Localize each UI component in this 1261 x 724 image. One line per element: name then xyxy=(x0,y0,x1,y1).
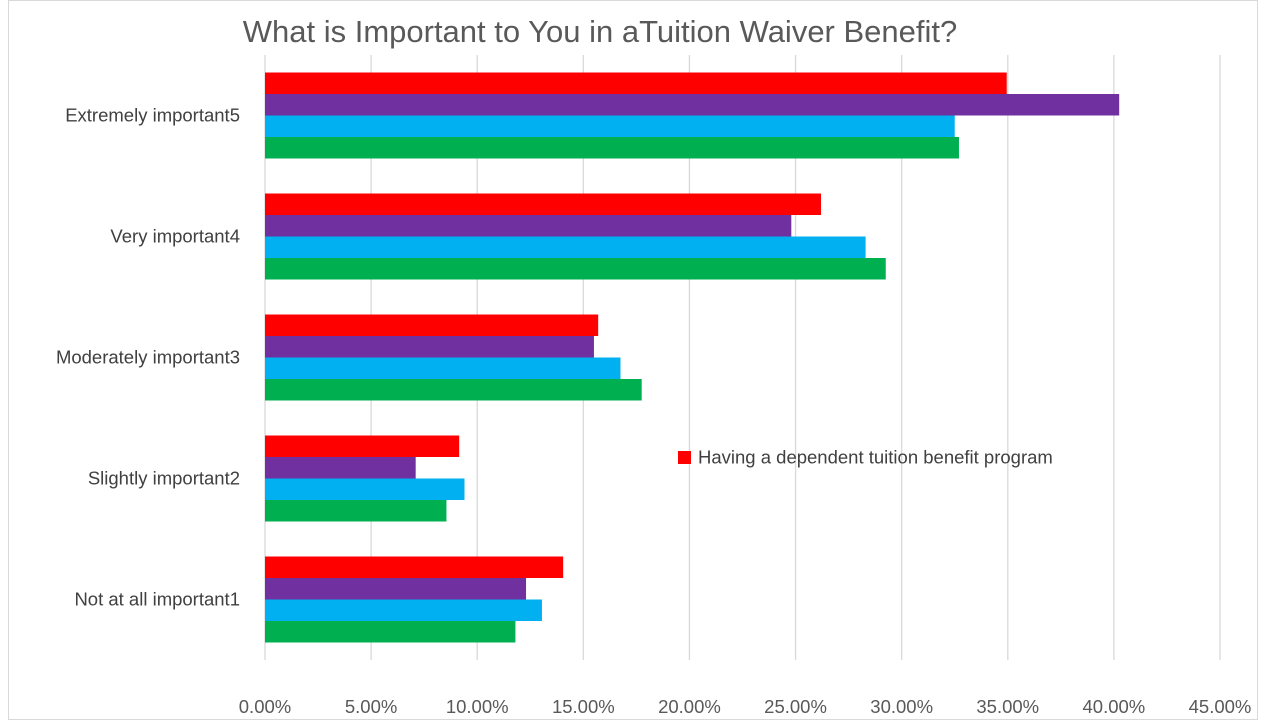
x-tick-label: 40.00% xyxy=(1083,696,1146,717)
category-label: Moderately important3 xyxy=(56,347,240,368)
bar xyxy=(265,73,1007,95)
legend-label: Having a dependent tuition benefit progr… xyxy=(698,447,1053,468)
category-label: Slightly important2 xyxy=(88,468,240,489)
bar xyxy=(265,457,416,479)
category-label: Not at all important1 xyxy=(74,589,240,610)
x-tick-labels: 0.00% 5.00% 10.00% 15.00% 20.00% 25.00% 30.00%… xyxy=(239,696,1252,717)
category-label: Very important4 xyxy=(110,226,240,247)
x-tick-label: 25.00% xyxy=(764,696,827,717)
x-tick-label: 5.00% xyxy=(345,696,397,717)
bar xyxy=(265,436,459,458)
bar xyxy=(265,479,464,501)
bar xyxy=(265,194,821,216)
bar xyxy=(265,215,791,237)
bar xyxy=(265,94,1119,116)
legend: Having a dependent tuition benefit progr… xyxy=(678,447,1053,468)
x-tick-label: 45.00% xyxy=(1189,696,1252,717)
bar xyxy=(265,258,886,280)
bar xyxy=(265,379,642,401)
bar xyxy=(265,116,955,138)
bar xyxy=(265,578,526,600)
bar xyxy=(265,137,959,159)
x-tick-label: 10.00% xyxy=(446,696,509,717)
bars xyxy=(265,73,1119,643)
bar xyxy=(265,600,542,622)
bar xyxy=(265,336,594,358)
bar xyxy=(265,621,515,643)
x-tick-label: 30.00% xyxy=(870,696,933,717)
x-tick-label: 20.00% xyxy=(658,696,721,717)
bar xyxy=(265,500,446,522)
bar xyxy=(265,315,598,337)
category-labels: Extremely important5 Very important4 Moder… xyxy=(56,105,240,610)
legend-swatch xyxy=(678,451,691,464)
x-tick-label: 0.00% xyxy=(239,696,291,717)
bar xyxy=(265,557,563,579)
category-label: Extremely important5 xyxy=(65,105,240,126)
x-tick-label: 15.00% xyxy=(552,696,615,717)
bar xyxy=(265,237,866,259)
x-tick-label: 35.00% xyxy=(976,696,1039,717)
bar xyxy=(265,358,620,380)
